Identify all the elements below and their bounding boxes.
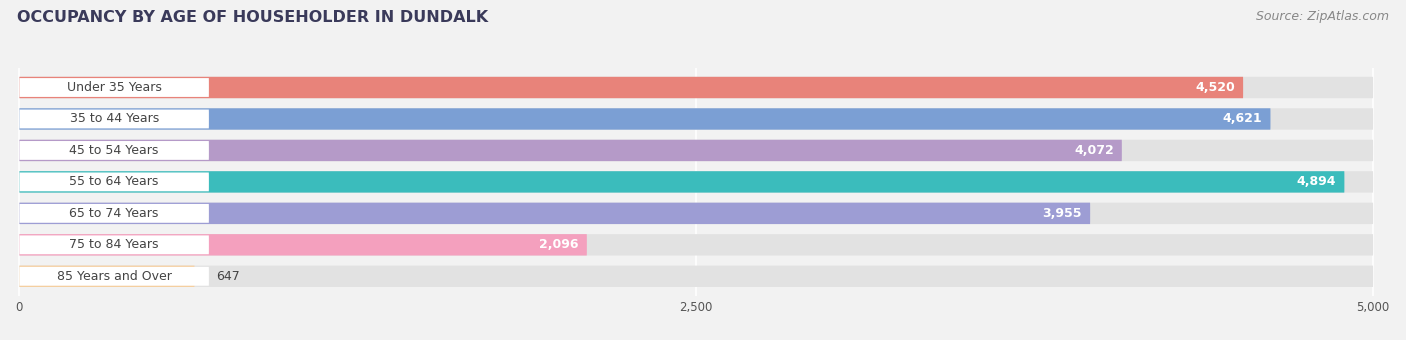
FancyBboxPatch shape: [20, 109, 209, 129]
FancyBboxPatch shape: [20, 267, 209, 286]
Text: 4,621: 4,621: [1223, 113, 1263, 125]
FancyBboxPatch shape: [20, 234, 586, 256]
FancyBboxPatch shape: [20, 203, 1374, 224]
FancyBboxPatch shape: [20, 171, 1344, 192]
Text: 75 to 84 Years: 75 to 84 Years: [69, 238, 159, 251]
FancyBboxPatch shape: [20, 266, 1374, 287]
Text: 2,096: 2,096: [540, 238, 579, 251]
FancyBboxPatch shape: [20, 141, 209, 160]
FancyBboxPatch shape: [20, 235, 209, 254]
Text: 647: 647: [217, 270, 240, 283]
FancyBboxPatch shape: [20, 108, 1271, 130]
Text: 4,894: 4,894: [1296, 175, 1336, 188]
FancyBboxPatch shape: [20, 108, 1374, 130]
Text: Source: ZipAtlas.com: Source: ZipAtlas.com: [1256, 10, 1389, 23]
FancyBboxPatch shape: [20, 234, 1374, 256]
FancyBboxPatch shape: [20, 78, 209, 97]
Text: 3,955: 3,955: [1042, 207, 1083, 220]
Text: 65 to 74 Years: 65 to 74 Years: [69, 207, 159, 220]
FancyBboxPatch shape: [20, 171, 1374, 192]
FancyBboxPatch shape: [20, 140, 1374, 161]
FancyBboxPatch shape: [20, 172, 209, 191]
Text: 35 to 44 Years: 35 to 44 Years: [69, 113, 159, 125]
FancyBboxPatch shape: [20, 204, 209, 223]
FancyBboxPatch shape: [20, 266, 194, 287]
FancyBboxPatch shape: [20, 77, 1374, 98]
FancyBboxPatch shape: [20, 140, 1122, 161]
Text: 85 Years and Over: 85 Years and Over: [56, 270, 172, 283]
Text: Under 35 Years: Under 35 Years: [66, 81, 162, 94]
Text: 45 to 54 Years: 45 to 54 Years: [69, 144, 159, 157]
FancyBboxPatch shape: [20, 77, 1243, 98]
Text: 55 to 64 Years: 55 to 64 Years: [69, 175, 159, 188]
FancyBboxPatch shape: [20, 203, 1090, 224]
Text: 4,520: 4,520: [1195, 81, 1234, 94]
Text: OCCUPANCY BY AGE OF HOUSEHOLDER IN DUNDALK: OCCUPANCY BY AGE OF HOUSEHOLDER IN DUNDA…: [17, 10, 488, 25]
Text: 4,072: 4,072: [1074, 144, 1114, 157]
